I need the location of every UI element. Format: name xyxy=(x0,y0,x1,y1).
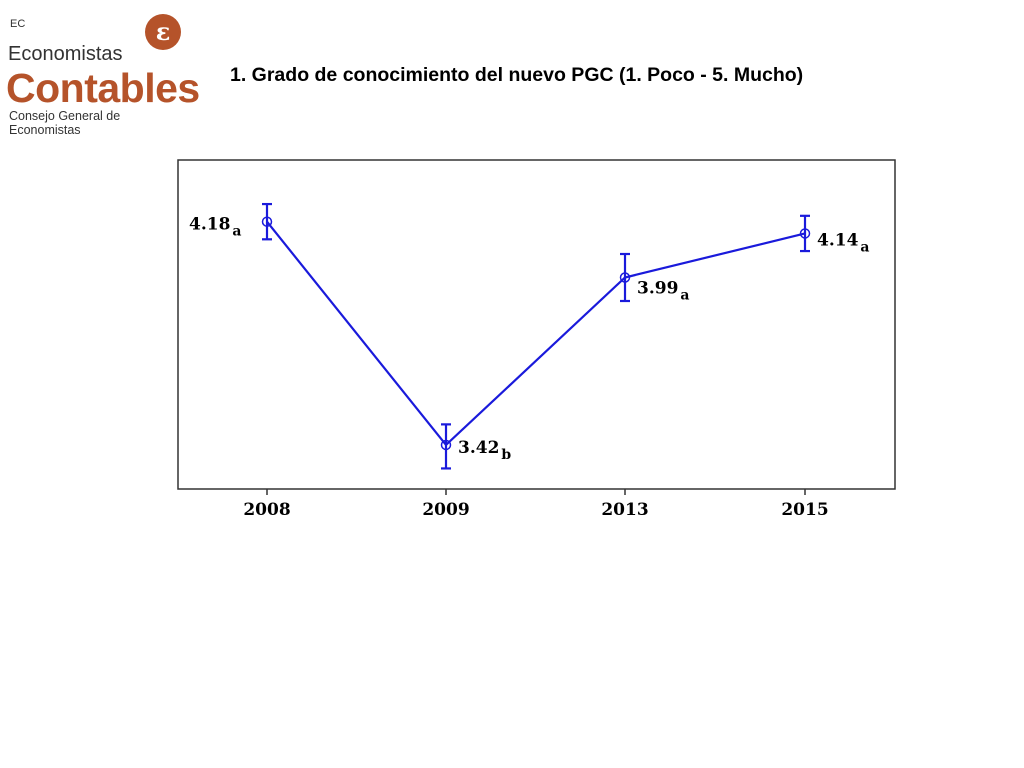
x-tick-label: 2015 xyxy=(781,500,828,520)
data-point xyxy=(440,439,452,451)
plot-frame xyxy=(177,159,896,490)
group-letter: b xyxy=(501,447,511,463)
data-point xyxy=(799,228,811,239)
slide-title: 1. Grado de conocimiento del nuevo PGC (… xyxy=(230,64,804,86)
x-tick-label: 2013 xyxy=(601,500,648,520)
data-label: 3.99 a xyxy=(637,279,689,304)
series-line xyxy=(266,220,806,447)
data-label: 3.42 b xyxy=(458,438,511,463)
logo-contables-text: Contables xyxy=(6,65,200,111)
data-label: 4.18 a xyxy=(189,215,241,240)
group-letter: a xyxy=(232,224,241,240)
logo-mark-icon: ε xyxy=(145,14,181,50)
logo-economistas-text: Economistas xyxy=(8,43,123,65)
group-letter: a xyxy=(860,239,869,255)
x-tick-label: 2009 xyxy=(422,500,469,520)
logo-ec-text: EC xyxy=(10,18,26,30)
data-point xyxy=(619,272,631,283)
data-label: 4.14 a xyxy=(817,230,869,255)
group-letter: a xyxy=(680,288,689,304)
logo: EC Economistas Contables Consejo General… xyxy=(6,12,200,137)
logo-consejo-text: Consejo General de Economistas xyxy=(9,109,121,137)
data-point xyxy=(261,216,273,227)
x-tick-label: 2008 xyxy=(243,500,290,520)
